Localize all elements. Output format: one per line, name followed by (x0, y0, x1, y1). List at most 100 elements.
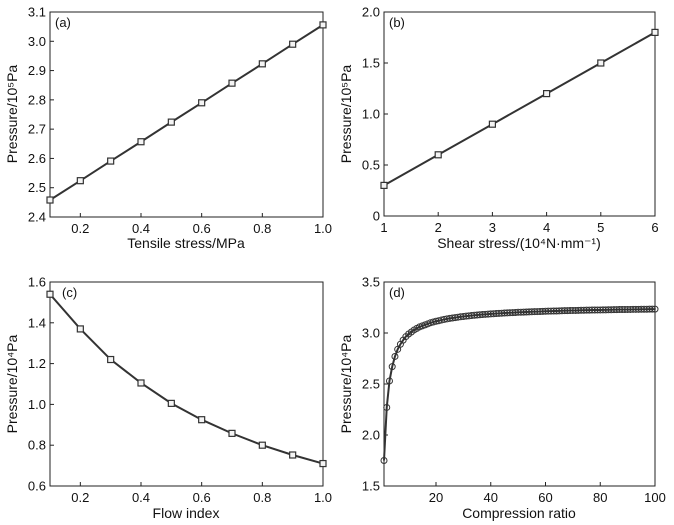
panel-a-data-point (107, 157, 115, 165)
panel-d-data-point (596, 306, 604, 314)
panel-d-data-point (533, 308, 541, 316)
panel-d-x-axis-label: Compression ratio (462, 505, 576, 521)
panel-a-label: (a) (55, 15, 71, 30)
panel-d-data-point (588, 306, 596, 314)
panel-d-data-point (572, 306, 580, 314)
panel-d-data-point (640, 305, 648, 313)
panel-d-data-point (391, 352, 399, 360)
panel-c-data-point (137, 379, 145, 387)
panel-d-data-point (476, 311, 484, 319)
panel-a-data-point (137, 138, 145, 146)
panel-b-data-point (651, 28, 659, 36)
panel-d-data-point (552, 307, 560, 315)
panel-d-data-point (624, 305, 632, 313)
panel-c-y-tick-label: 1.2 (28, 356, 46, 371)
panel-d-y-tick-label: 3.5 (362, 275, 380, 290)
panel-d-x-tick-label: 40 (484, 490, 498, 505)
panel-d-y-axis-label: Pressure/10⁴Pa (338, 334, 354, 433)
panel-a-marks: 0.2 0.4 0.6 0.8 1.0 2.4 2.5 2.6 2.7 2.8 2.9 3.0 3.1 (28, 5, 332, 237)
panel-d-marks: 20 40 60 80 100 1.5 2.0 2.5 3.0 3.5 (362, 275, 666, 506)
panel-d-data-point (594, 306, 602, 314)
panel-b-x-tick-label: 3 (489, 220, 496, 235)
panel-c-plot-frame (49, 281, 324, 487)
panel-d-data-point (500, 309, 508, 317)
panel-d-data-point (637, 305, 645, 313)
panel-d-x-tick-label: 60 (538, 490, 552, 505)
panel-d-data-point (514, 308, 522, 316)
panel-d-data-point (632, 305, 640, 313)
panel-a-x-tick-label: 0.8 (253, 221, 271, 236)
panel-d-data-point (511, 308, 519, 316)
panel-d-data-point (602, 306, 610, 314)
panel-d-data-point (385, 377, 393, 385)
panel-d-data-point (626, 305, 634, 313)
panel-d-data-point (489, 310, 497, 318)
panel-d-y-tick-label: 2.5 (362, 377, 380, 392)
panel-b-y-tick-label: 1.5 (362, 56, 380, 71)
panel-d-data-point (610, 306, 618, 314)
panel-b: 1 2 3 4 5 6 0 0.5 1.0 1.5 2.0 (b) Shear stress/(10… (338, 5, 659, 252)
panel-d-data-point (629, 305, 637, 313)
panel-b-y-tick-label: 1.0 (362, 107, 380, 122)
panel-a-y-axis-label: Pressure/10⁵Pa (4, 65, 20, 164)
panel-c-y-tick-label: 1.0 (28, 397, 46, 412)
panel-c-label: (c) (62, 285, 77, 300)
panel-d-data-point (621, 306, 629, 314)
panel-b-data-point (542, 89, 551, 98)
panel-d-data-point (383, 403, 391, 411)
panel-c-marks: 0.2 0.4 0.6 0.8 1.0 0.6 0.8 1.0 1.2 1.4 1.6 (28, 275, 332, 506)
panel-d-x-tick-label: 20 (429, 490, 443, 505)
panel-a-y-tick-label: 2.8 (28, 92, 46, 107)
panel-d-data-point (479, 311, 487, 319)
panel-d-data-point (607, 306, 615, 314)
panel-d-data-point (484, 310, 492, 318)
panel-d-data-point (388, 363, 396, 371)
panel-a-y-tick-label: 2.4 (28, 210, 46, 225)
panel-d-data-point (635, 305, 643, 313)
panel-a-data-point (167, 118, 175, 126)
panel-d-data-point (569, 306, 577, 314)
panel-d-data-point (517, 308, 525, 316)
panel-c-data-point (198, 416, 206, 424)
panel-c-y-tick-label: 1.6 (28, 275, 46, 290)
panel-d-data-point (481, 310, 489, 318)
panel-c-data-point (228, 429, 236, 437)
panel-c-x-tick-label: 0.6 (193, 490, 211, 505)
panel-d-data-point (492, 310, 500, 318)
panel-d: 20 40 60 80 100 1.5 2.0 2.5 3.0 3.5 (d) Compressi… (338, 275, 666, 522)
panel-a-x-tick-label: 0.6 (193, 221, 211, 236)
panel-d-data-point (542, 307, 550, 315)
panel-d-data-point (648, 305, 656, 313)
panel-a-y-tick-label: 2.5 (28, 180, 46, 195)
panel-a-data-point (76, 177, 84, 185)
panel-a-x-axis-label: Tensile stress/MPa (127, 235, 245, 251)
panel-b-x-tick-label: 4 (543, 220, 550, 235)
panel-d-data-point (618, 306, 626, 314)
panel-b-data-point (597, 59, 605, 67)
panel-d-data-point (561, 307, 569, 315)
panel-d-data-point (536, 307, 544, 315)
panel-d-data-point (495, 309, 503, 317)
panel-b-y-tick-label: 0 (373, 209, 380, 224)
panel-c-y-axis-label: Pressure/10⁴Pa (4, 334, 20, 433)
panel-a-data-point (289, 40, 297, 48)
panel-b-series-line (383, 31, 656, 187)
panel-d-data-point (574, 306, 582, 314)
panel-a-data-point (228, 79, 236, 87)
panel-d-label: (d) (389, 285, 405, 300)
panel-c-series-line (49, 293, 324, 465)
panel-a-data-point (258, 60, 266, 68)
panel-b-label: (b) (389, 15, 405, 30)
panel-d-data-point (613, 306, 621, 314)
panel-c-x-tick-label: 0.4 (132, 490, 150, 505)
panel-d-data-point (539, 307, 547, 315)
panel-a-data-point (319, 21, 327, 29)
panel-d-data-point (555, 307, 563, 315)
panel-d-data-point (522, 308, 530, 316)
panel-d-data-point (558, 307, 566, 315)
panel-d-data-point (380, 457, 388, 464)
panel-c-data-point (319, 459, 327, 468)
panel-b-data-point (434, 151, 442, 159)
panel-d-data-point (550, 307, 558, 315)
